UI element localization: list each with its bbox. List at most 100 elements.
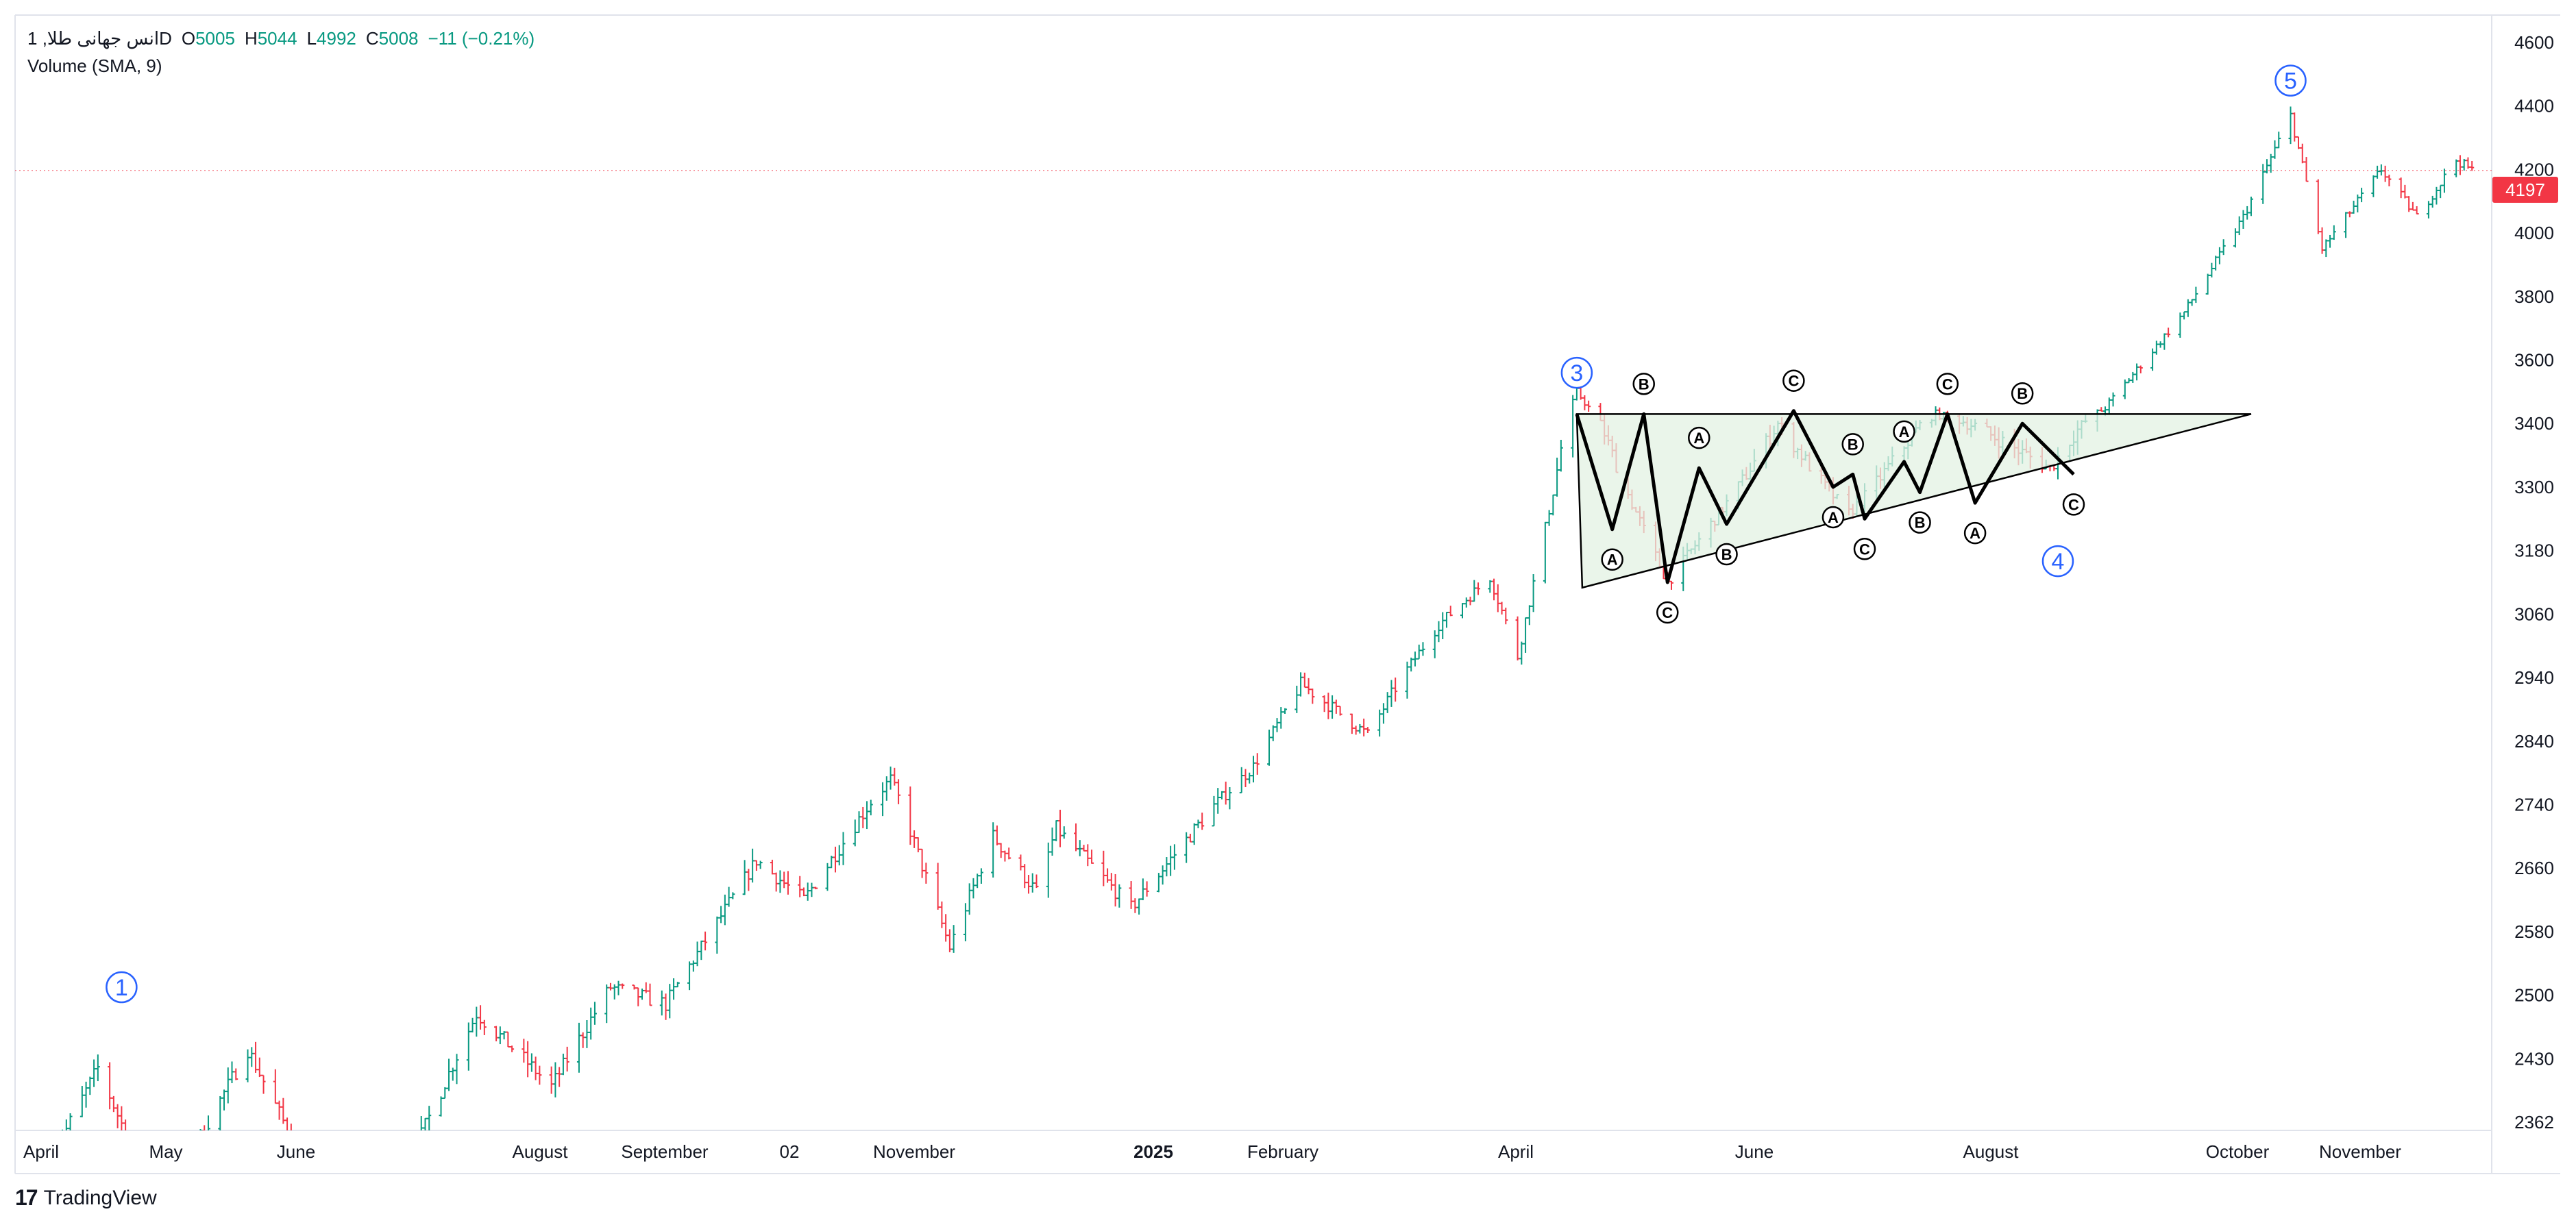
- ohlc-bar: [1582, 395, 1587, 410]
- ohlc-bar: [1105, 868, 1110, 883]
- abc-label-circle: [1909, 511, 1931, 534]
- ohlc-bar: [1160, 865, 1165, 885]
- ohlc-bar: [951, 925, 956, 953]
- ohlc-bar: [1377, 709, 1382, 737]
- wave-label-text: 4: [2052, 549, 2065, 575]
- ohlc-bar: [2387, 174, 2392, 186]
- ohlc-bar: [1330, 695, 1335, 719]
- ohlc-bar: [1527, 605, 1532, 625]
- ohlc-bar: [1488, 580, 1493, 593]
- ohlc-bar: [1523, 617, 1528, 653]
- ohlc-bar: [2355, 194, 2360, 213]
- tradingview-brand[interactable]: 17 TradingView: [15, 1185, 157, 1211]
- wave-label-text: 5: [2284, 69, 2297, 95]
- abc-label-b: B: [1715, 543, 1738, 566]
- ohlc-bars: [62, 106, 2475, 1189]
- ohlc-bar: [1133, 898, 1138, 913]
- indicator-legend-row[interactable]: Volume (SMA, 9): [27, 52, 535, 79]
- ohlc-bar: [450, 1067, 455, 1081]
- ohlc-bar: [1018, 854, 1023, 871]
- ohlc-bar: [2410, 201, 2415, 211]
- abc-label-circle: [1715, 543, 1738, 566]
- ohlc-bar: [1310, 689, 1315, 704]
- ohlc-bar: [400, 1148, 404, 1165]
- ohlc-bar: [175, 1166, 179, 1189]
- ohlc-bar: [2359, 188, 2364, 203]
- ohlc-bar: [447, 1058, 452, 1091]
- time-tick-label: June: [277, 1141, 315, 1162]
- ohlc-bar: [143, 1148, 147, 1180]
- price-tick-label: 2840: [2514, 731, 2554, 752]
- abc-zigzag-line: [1575, 409, 2075, 584]
- abc-label-text: A: [1693, 430, 1704, 447]
- ohlc-bar: [2347, 211, 2352, 218]
- wave-label-text: 1: [115, 975, 128, 1001]
- time-axis[interactable]: April May June August September 02 November 202…: [23, 1141, 2401, 1162]
- ohlc-bar: [1338, 706, 1342, 716]
- ohlc-bar: [2434, 186, 2439, 205]
- ohlc-bar: [857, 811, 861, 834]
- ohlc-bar: [423, 1117, 428, 1130]
- ohlc-bar: [636, 987, 641, 1006]
- ohlc-bar: [1302, 672, 1307, 689]
- ohlc-bar: [1472, 580, 1477, 602]
- ohlc-bar: [561, 1054, 565, 1076]
- ohlc-bar: [1468, 596, 1473, 606]
- ohlc-bar: [576, 1022, 581, 1073]
- ohlc-bar: [1412, 652, 1417, 667]
- ohlc-bar: [147, 1165, 151, 1173]
- ohlc-bar: [529, 1053, 534, 1072]
- ohlc-bar: [801, 887, 806, 897]
- volume-indicator-label[interactable]: Volume (SMA, 9): [27, 55, 162, 76]
- ohlc-bar: [1271, 725, 1275, 741]
- ohlc-legend-row: انس جهانی طلا, 1D O5005 H5044 L4992 C500…: [27, 25, 535, 52]
- ohlc-bar: [474, 1006, 479, 1037]
- ohlc-bar: [2241, 210, 2246, 229]
- ohlc-bar: [427, 1106, 432, 1130]
- ohlc-bar: [2166, 327, 2171, 338]
- ohlc-bar: [415, 1140, 419, 1167]
- ohlc-bar: [2379, 164, 2383, 176]
- ohlc-bar: [916, 836, 920, 853]
- ohlc-bar: [881, 782, 885, 817]
- ohlc-bar: [2178, 312, 2183, 338]
- ohlc-bar: [317, 1143, 321, 1160]
- ohlc-bar: [1212, 795, 1216, 827]
- price-tick-label: 4600: [2514, 32, 2554, 53]
- ohlc-bar: [1267, 730, 1272, 766]
- price-axis[interactable]: 4600 4400 4200 4000 3800 3600 3400 3300 3180 3060…: [15, 32, 2554, 1132]
- symbol-name[interactable]: انس جهانی طلا, 1D: [27, 28, 172, 49]
- ohlc-bar: [632, 984, 637, 990]
- ohlc-bar: [1109, 873, 1114, 891]
- ohlc-bar: [1365, 727, 1370, 733]
- time-tick-label: September: [621, 1141, 709, 1162]
- ohlc-bar: [388, 1146, 392, 1162]
- wave-label-circle: [2041, 545, 2074, 578]
- ohlc-bar: [608, 982, 613, 991]
- ohlc-bar: [1334, 699, 1338, 714]
- ohlc-bar: [163, 1165, 167, 1185]
- ohlc-bar: [2162, 333, 2167, 350]
- price-tick-label: 4000: [2514, 223, 2554, 243]
- ohlc-bar: [2403, 184, 2407, 199]
- brand-name: TradingView: [43, 1186, 157, 1209]
- ohlc-bar: [344, 1149, 348, 1159]
- ohlc-bar: [1247, 772, 1252, 784]
- ohlc-bar: [805, 882, 810, 901]
- wave-label-circle: [2274, 64, 2307, 97]
- ohlc-bar: [167, 1165, 171, 1187]
- ohlc-bar: [1077, 840, 1082, 856]
- ohlc-bar: [1416, 644, 1421, 660]
- ohlc-bar: [368, 1148, 372, 1171]
- price-tick-label: 2940: [2514, 667, 2554, 688]
- ohlc-bar: [1547, 510, 1551, 526]
- abc-label-c: C: [2062, 493, 2085, 516]
- ohlc-bar: [179, 1161, 183, 1189]
- ohlc-bar: [2261, 164, 2266, 204]
- ohlc-bar: [675, 982, 680, 988]
- ohlc-bar: [719, 906, 724, 924]
- abc-label-circle: [1841, 433, 1864, 456]
- abc-label-circle: [1936, 373, 1959, 395]
- abc-label-c: C: [1853, 538, 1876, 560]
